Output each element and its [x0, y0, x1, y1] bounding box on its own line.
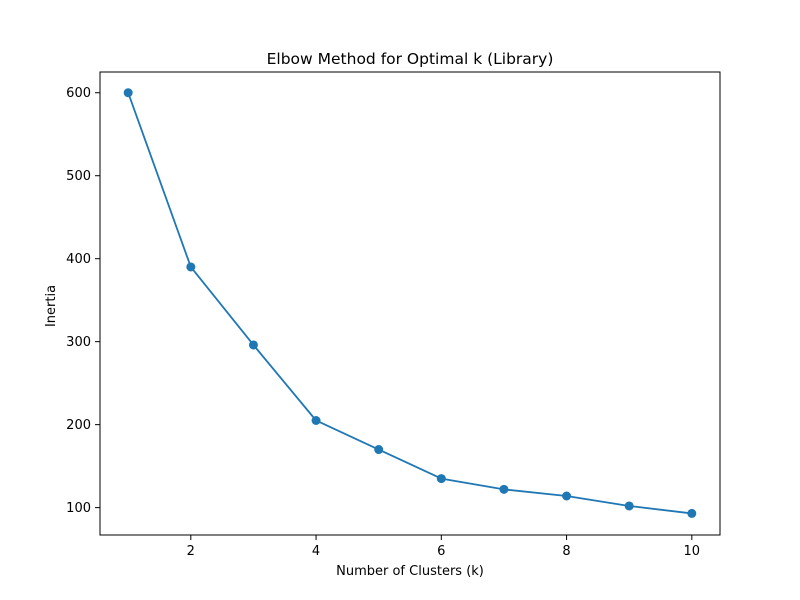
- series-line: [127, 92, 692, 515]
- y-tick-label: 500: [66, 169, 91, 184]
- y-tick-label: 600: [66, 86, 91, 101]
- data-point: [186, 262, 196, 272]
- y-axis-label: Inertia: [44, 285, 59, 327]
- data-point: [624, 501, 634, 511]
- y-tick-label: 100: [66, 501, 91, 516]
- y-tick-label: 300: [66, 335, 91, 350]
- x-tick-label: 4: [312, 544, 320, 559]
- axes-frame: [99, 71, 721, 536]
- data-point: [562, 491, 572, 501]
- data-point: [123, 88, 133, 98]
- chart-title: Elbow Method for Optimal k (Library): [267, 50, 554, 68]
- x-tick-label: 6: [437, 544, 445, 559]
- data-point: [687, 508, 697, 518]
- y-tick-label: 200: [66, 418, 91, 433]
- data-point: [248, 340, 258, 350]
- x-axis-label: Number of Clusters (k): [336, 564, 484, 579]
- x-tick-label: 2: [187, 544, 195, 559]
- plot-area: 2 4 6 8 10 100 200 300 400 500 600: [66, 71, 721, 559]
- y-tick-label: 400: [66, 252, 91, 267]
- x-tick-label: 8: [562, 544, 570, 559]
- data-point: [311, 415, 321, 425]
- x-tick-label: 10: [684, 544, 701, 559]
- data-point: [499, 484, 509, 494]
- data-point: [436, 474, 446, 484]
- data-point: [374, 445, 384, 455]
